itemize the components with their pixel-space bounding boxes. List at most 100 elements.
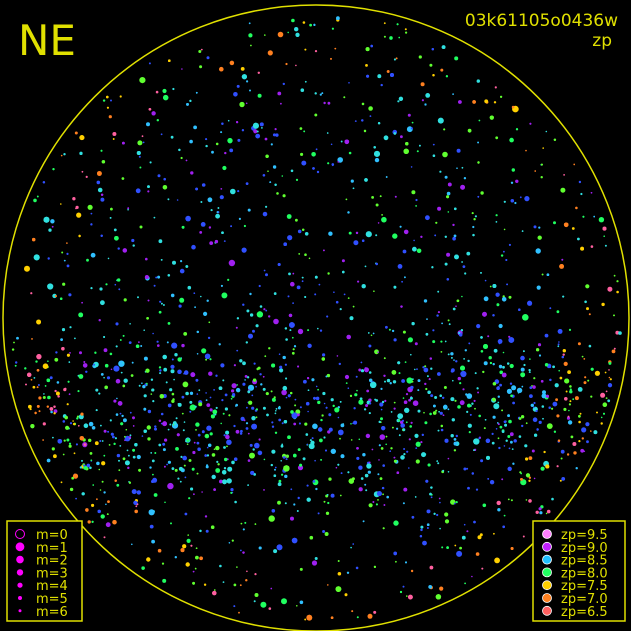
star: [328, 413, 332, 417]
star: [562, 349, 566, 353]
zp-label: zp=8.5: [561, 554, 608, 569]
star: [347, 471, 350, 474]
star: [521, 415, 525, 419]
star: [143, 429, 147, 433]
star: [323, 101, 326, 105]
star: [358, 487, 363, 492]
star: [220, 284, 223, 287]
star: [586, 440, 589, 444]
star: [183, 372, 185, 375]
star: [364, 473, 369, 478]
star: [527, 300, 533, 306]
star: [450, 397, 455, 402]
star: [337, 416, 340, 419]
star: [150, 378, 154, 381]
star: [442, 414, 445, 417]
star: [42, 439, 44, 441]
star: [379, 402, 384, 407]
star: [147, 437, 151, 441]
star: [615, 330, 620, 335]
star: [53, 409, 58, 413]
star: [221, 399, 224, 402]
star: [83, 443, 87, 446]
star: [542, 417, 544, 420]
star: [358, 465, 363, 470]
star: [346, 334, 352, 340]
star: [409, 396, 413, 400]
star: [139, 142, 142, 145]
star: [535, 510, 539, 514]
star: [201, 491, 203, 493]
star: [304, 422, 308, 426]
star: [216, 211, 219, 214]
star: [471, 402, 474, 405]
star: [523, 363, 526, 367]
star: [108, 444, 111, 446]
star: [437, 117, 444, 124]
star: [171, 392, 175, 396]
star: [476, 387, 479, 390]
star: [538, 354, 542, 357]
star: [161, 302, 163, 305]
star: [489, 361, 492, 365]
star: [552, 401, 558, 407]
star: [447, 457, 450, 460]
star: [353, 420, 358, 425]
star: [282, 355, 286, 360]
star: [327, 101, 331, 105]
star: [281, 175, 284, 177]
star: [411, 121, 414, 124]
star: [132, 448, 136, 452]
star: [55, 351, 58, 354]
star: [109, 419, 112, 422]
star: [339, 308, 342, 311]
star: [422, 540, 427, 546]
star: [293, 503, 296, 506]
star: [426, 527, 429, 529]
star: [51, 447, 55, 451]
star: [199, 529, 202, 533]
star: [134, 509, 138, 514]
star: [370, 381, 377, 388]
star: [183, 370, 189, 375]
star: [403, 400, 408, 405]
star: [374, 349, 379, 355]
star: [432, 74, 435, 77]
star: [460, 184, 465, 190]
star: [609, 378, 612, 381]
star: [251, 416, 256, 421]
star: [305, 401, 310, 406]
star: [147, 299, 150, 302]
star: [407, 337, 413, 343]
star: [318, 283, 321, 286]
star: [112, 520, 117, 525]
star: [492, 314, 495, 317]
star: [367, 613, 373, 619]
star: [129, 411, 132, 414]
star: [323, 500, 326, 503]
star: [259, 305, 263, 308]
star: [463, 358, 465, 360]
star: [300, 88, 305, 92]
star: [247, 432, 250, 435]
star: [100, 424, 102, 427]
star: [355, 231, 359, 235]
star: [220, 131, 223, 134]
star: [203, 311, 208, 316]
star: [291, 537, 298, 544]
star: [383, 357, 386, 360]
star: [498, 364, 503, 369]
star: [452, 93, 454, 95]
star: [375, 203, 379, 207]
star: [323, 249, 325, 252]
star: [533, 401, 536, 405]
star: [392, 426, 394, 429]
star: [101, 160, 106, 164]
star: [245, 579, 248, 582]
star: [115, 345, 118, 348]
star: [237, 138, 241, 142]
star: [429, 357, 432, 360]
star: [440, 68, 444, 72]
star: [52, 436, 54, 439]
star: [205, 144, 208, 148]
